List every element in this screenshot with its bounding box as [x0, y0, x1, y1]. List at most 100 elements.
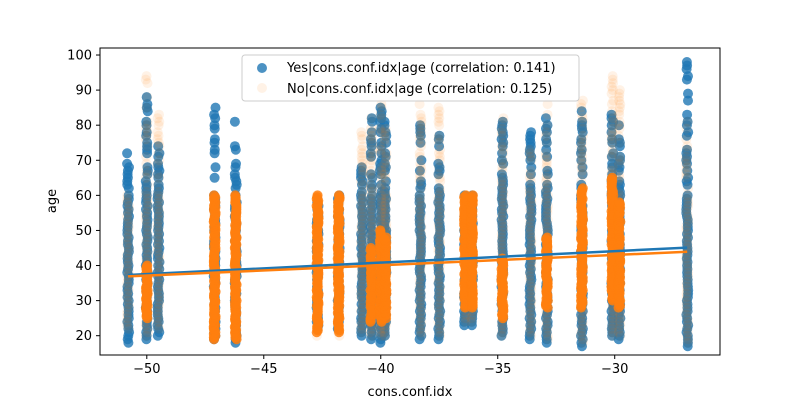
data-point: [415, 200, 426, 211]
data-point: [525, 179, 536, 190]
data-point: [540, 113, 551, 124]
data-point: [415, 320, 426, 331]
data-point: [357, 313, 368, 324]
data-point: [433, 130, 444, 141]
data-point: [380, 204, 391, 215]
data-point: [366, 200, 377, 211]
data-point: [153, 239, 164, 250]
data-point: [380, 214, 391, 225]
data-point: [415, 302, 426, 313]
data-point: [683, 183, 694, 194]
data-point: [141, 151, 152, 162]
data-point: [365, 158, 376, 169]
data-point: [356, 306, 367, 317]
data-point: [366, 169, 376, 180]
data-point: [154, 299, 164, 310]
data-point: [122, 211, 133, 222]
data-point: [141, 207, 151, 218]
data-point: [366, 123, 376, 134]
data-point: [123, 285, 134, 296]
data-point: [356, 225, 367, 236]
data-point: [414, 225, 425, 236]
data-point: [357, 179, 368, 190]
data-point: [682, 190, 693, 201]
data-point: [152, 113, 163, 124]
data-point: [153, 193, 164, 204]
data-point: [415, 299, 425, 310]
data-point: [356, 211, 367, 222]
data-point: [123, 214, 134, 225]
data-point: [682, 144, 692, 155]
y-tick-label: 80: [75, 119, 92, 134]
data-point: [357, 155, 367, 166]
data-point: [356, 320, 367, 331]
data-point: [381, 151, 392, 162]
data-point: [375, 211, 386, 222]
data-point: [415, 172, 426, 183]
data-point: [366, 243, 376, 253]
data-point: [380, 211, 391, 222]
data-point: [365, 236, 376, 246]
data-point: [381, 137, 392, 148]
data-point: [526, 127, 537, 138]
data-point: [433, 316, 444, 327]
data-point: [152, 306, 163, 317]
data-point: [142, 197, 153, 208]
data-point: [414, 134, 425, 145]
data-point: [683, 95, 693, 106]
data-point: [153, 179, 164, 190]
data-point: [367, 229, 378, 239]
data-point: [141, 330, 152, 341]
data-point: [614, 85, 625, 96]
data-point: [154, 141, 165, 152]
data-point: [356, 130, 367, 141]
data-point: [682, 109, 693, 120]
data-point: [141, 127, 152, 138]
data-point: [415, 313, 426, 324]
data-point: [141, 158, 152, 169]
data-point: [122, 295, 133, 306]
data-point: [152, 169, 163, 180]
data-point: [140, 134, 151, 145]
data-point: [416, 236, 427, 246]
data-point: [416, 243, 427, 253]
data-point: [376, 165, 387, 176]
data-point: [498, 113, 509, 124]
data-point: [434, 141, 445, 152]
data-point: [415, 292, 426, 303]
data-point: [123, 229, 134, 239]
data-point: [124, 200, 134, 211]
data-point: [153, 232, 164, 243]
data-point: [577, 116, 588, 127]
data-point: [356, 144, 367, 155]
data-point: [365, 327, 376, 338]
data-point: [366, 113, 377, 124]
data-point: [376, 172, 387, 183]
data-point: [152, 218, 163, 229]
data-point: [366, 127, 377, 138]
data-point: [366, 218, 377, 229]
data-point: [154, 257, 165, 267]
data-point: [357, 299, 368, 310]
data-point: [141, 120, 152, 131]
data-point: [122, 309, 133, 320]
data-point: [152, 320, 163, 331]
data-point: [153, 292, 164, 303]
data-point: [142, 323, 153, 334]
data-point: [365, 169, 376, 180]
data-point: [415, 250, 426, 260]
data-point: [376, 330, 387, 341]
data-point: [153, 211, 164, 222]
data-point: [376, 197, 387, 208]
data-point: [141, 214, 151, 225]
data-point: [416, 113, 427, 124]
data-point: [415, 123, 426, 134]
data-point: [122, 197, 133, 208]
data-point: [154, 172, 165, 183]
data-point: [141, 186, 152, 197]
data-point: [153, 141, 164, 152]
data-point: [357, 295, 368, 306]
y-axis-label: age: [45, 189, 60, 213]
data-point: [416, 211, 427, 222]
data-point: [142, 232, 153, 243]
